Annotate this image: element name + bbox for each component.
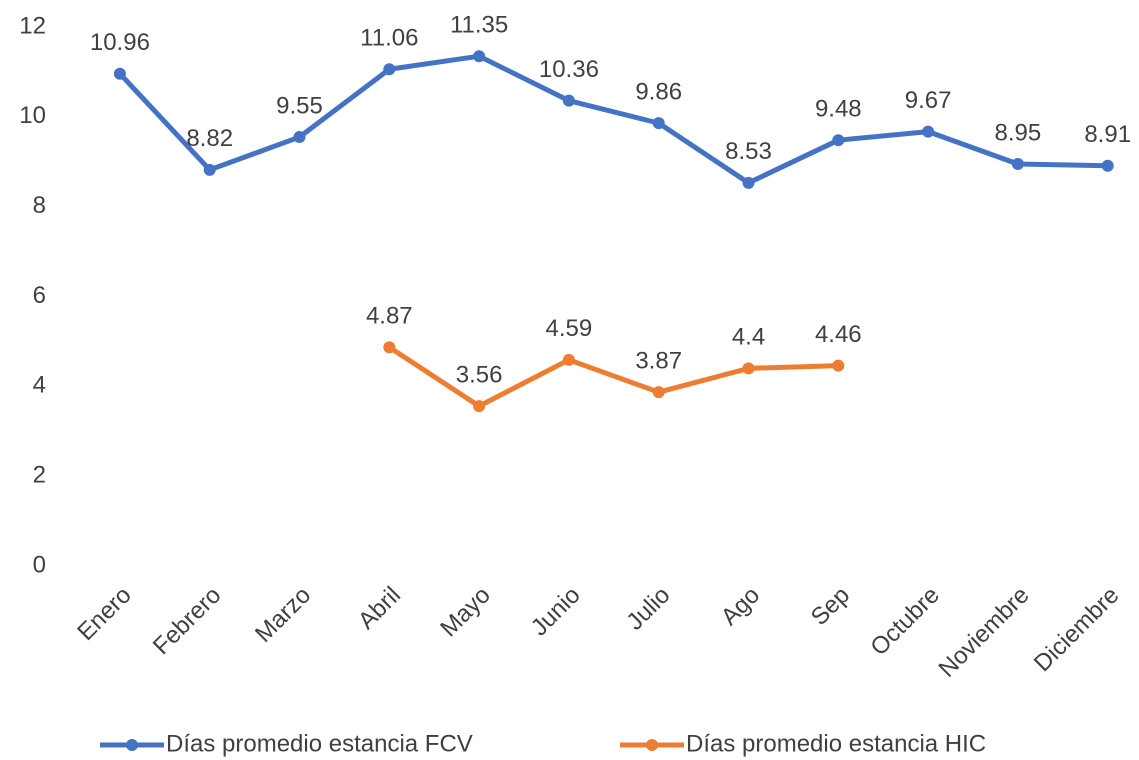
data-label: 4.87 — [366, 303, 413, 330]
x-tick-label: Ago — [716, 582, 765, 631]
x-tick-label: Marzo — [250, 582, 316, 648]
data-label: 8.82 — [186, 125, 233, 152]
point-marker — [113, 67, 126, 80]
y-tick-label: 2 — [33, 462, 46, 489]
y-tick-label: 4 — [33, 372, 46, 399]
point-marker — [203, 163, 216, 176]
data-label: 3.87 — [635, 348, 682, 375]
data-label: 4.59 — [546, 315, 593, 342]
legend-label: Días promedio estancia FCV — [166, 730, 473, 757]
data-label: 9.86 — [635, 78, 682, 105]
y-tick-label: 12 — [19, 12, 46, 39]
data-label: 10.96 — [90, 29, 150, 56]
x-tick-label: Mayo — [435, 582, 496, 643]
point-marker — [473, 400, 486, 413]
point-marker — [1101, 159, 1114, 172]
data-label: 4.46 — [815, 321, 862, 348]
series-line — [387, 345, 839, 409]
point-marker — [742, 176, 755, 189]
point-marker — [293, 131, 306, 144]
data-label: 4.4 — [732, 324, 765, 351]
data-label: 8.95 — [995, 119, 1042, 146]
legend-marker — [126, 739, 138, 751]
x-tick-label: Junio — [526, 582, 586, 642]
x-tick-label: Julio — [621, 582, 675, 636]
point-marker — [1011, 157, 1024, 170]
y-tick-label: 0 — [33, 551, 46, 578]
x-tick-label: Noviembre — [933, 582, 1034, 683]
x-tick-label: Sep — [806, 582, 855, 631]
point-marker — [652, 386, 665, 399]
x-tick-label: Diciembre — [1029, 582, 1124, 677]
x-tick-label: Abril — [353, 582, 406, 635]
legend-label: Días promedio estancia HIC — [686, 730, 986, 757]
point-marker — [922, 125, 935, 138]
data-label: 8.53 — [725, 138, 772, 165]
point-marker — [473, 50, 486, 63]
data-label: 9.67 — [905, 87, 952, 114]
point-marker — [383, 63, 396, 76]
data-label: 11.35 — [450, 12, 508, 39]
point-marker — [742, 362, 755, 375]
data-label: 11.06 — [360, 25, 418, 52]
point-marker — [832, 134, 845, 147]
point-marker — [832, 359, 845, 372]
x-tick-label: Febrero — [148, 582, 227, 661]
series-line — [118, 53, 1108, 186]
y-tick-label: 6 — [33, 282, 46, 309]
point-marker — [383, 341, 396, 354]
data-label: 9.48 — [815, 96, 862, 123]
data-label: 8.91 — [1084, 121, 1131, 148]
x-tick-label: Octubre — [865, 582, 944, 661]
data-label: 10.36 — [539, 56, 599, 83]
y-tick-label: 8 — [33, 192, 46, 219]
data-label: 9.55 — [276, 92, 323, 119]
point-marker — [562, 353, 575, 366]
data-label: 3.56 — [456, 361, 503, 388]
point-marker — [562, 94, 575, 107]
x-tick-label: Enero — [72, 582, 136, 646]
legend-marker — [646, 739, 658, 751]
point-marker — [652, 117, 665, 130]
y-tick-label: 10 — [19, 102, 46, 129]
